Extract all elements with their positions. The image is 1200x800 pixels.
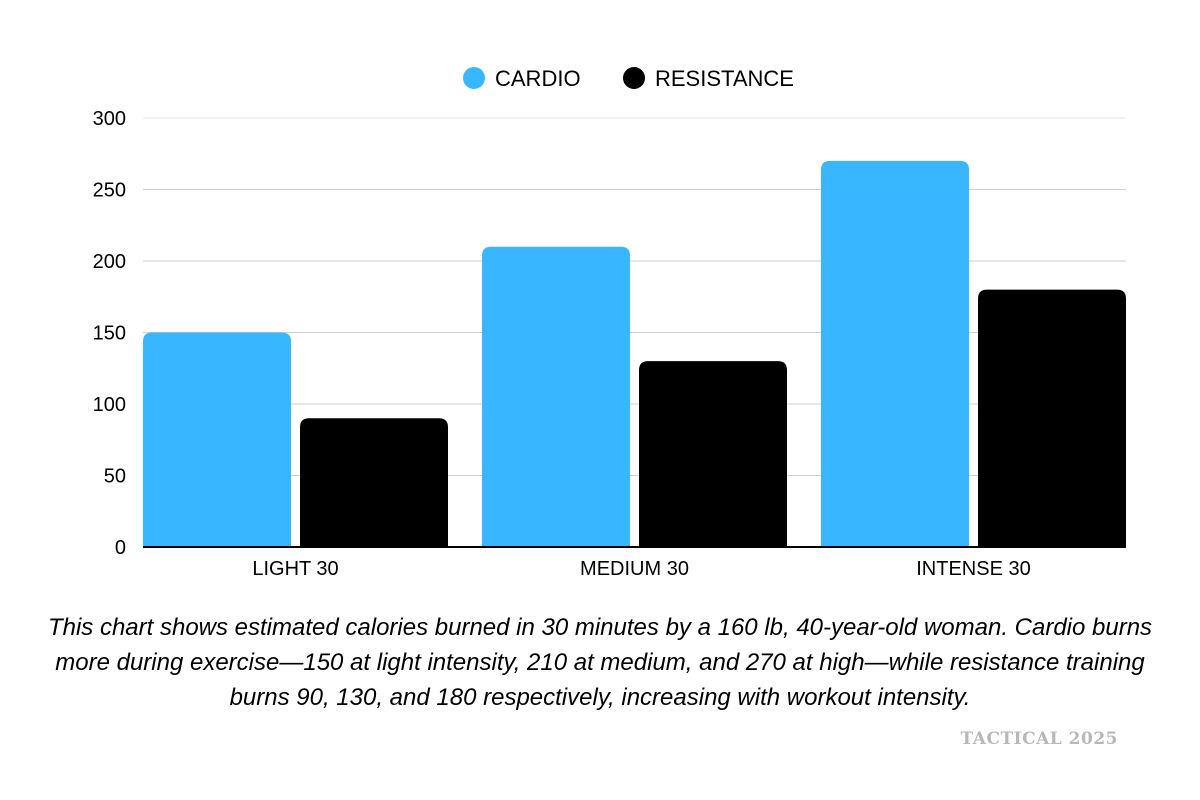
legend-label-resistance: RESISTANCE — [655, 66, 794, 91]
y-tick-label: 50 — [104, 466, 126, 488]
bar-resistance-1 — [639, 361, 787, 547]
bar-resistance-0 — [300, 418, 448, 547]
y-tick-label: 300 — [93, 108, 126, 130]
bar-chart: 0 50 100 150 200 250 300 LIGHT 30 MEDIUM 30 INTEN… — [93, 66, 1126, 580]
x-tick-label: MEDIUM 30 — [580, 558, 689, 580]
y-tick-label: 150 — [93, 323, 126, 345]
bar-resistance-2 — [978, 289, 1126, 547]
legend-label-cardio: CARDIO — [495, 66, 581, 91]
y-tick-label: 250 — [93, 180, 126, 202]
y-tick-label: 0 — [115, 537, 126, 559]
bar-cardio-0 — [143, 332, 291, 547]
chart-caption: This chart shows estimated calories burn… — [47, 614, 1153, 711]
legend-marker-cardio — [463, 67, 485, 89]
legend-marker-resistance — [623, 67, 645, 89]
x-tick-label: INTENSE 30 — [916, 558, 1030, 580]
watermark: TACTICAL 2025 — [960, 729, 1118, 749]
y-tick-label: 100 — [93, 394, 126, 416]
y-tick-label: 200 — [93, 251, 126, 273]
bar-cardio-1 — [482, 246, 630, 547]
x-tick-label: LIGHT 30 — [252, 558, 338, 580]
bar-cardio-2 — [821, 160, 969, 547]
